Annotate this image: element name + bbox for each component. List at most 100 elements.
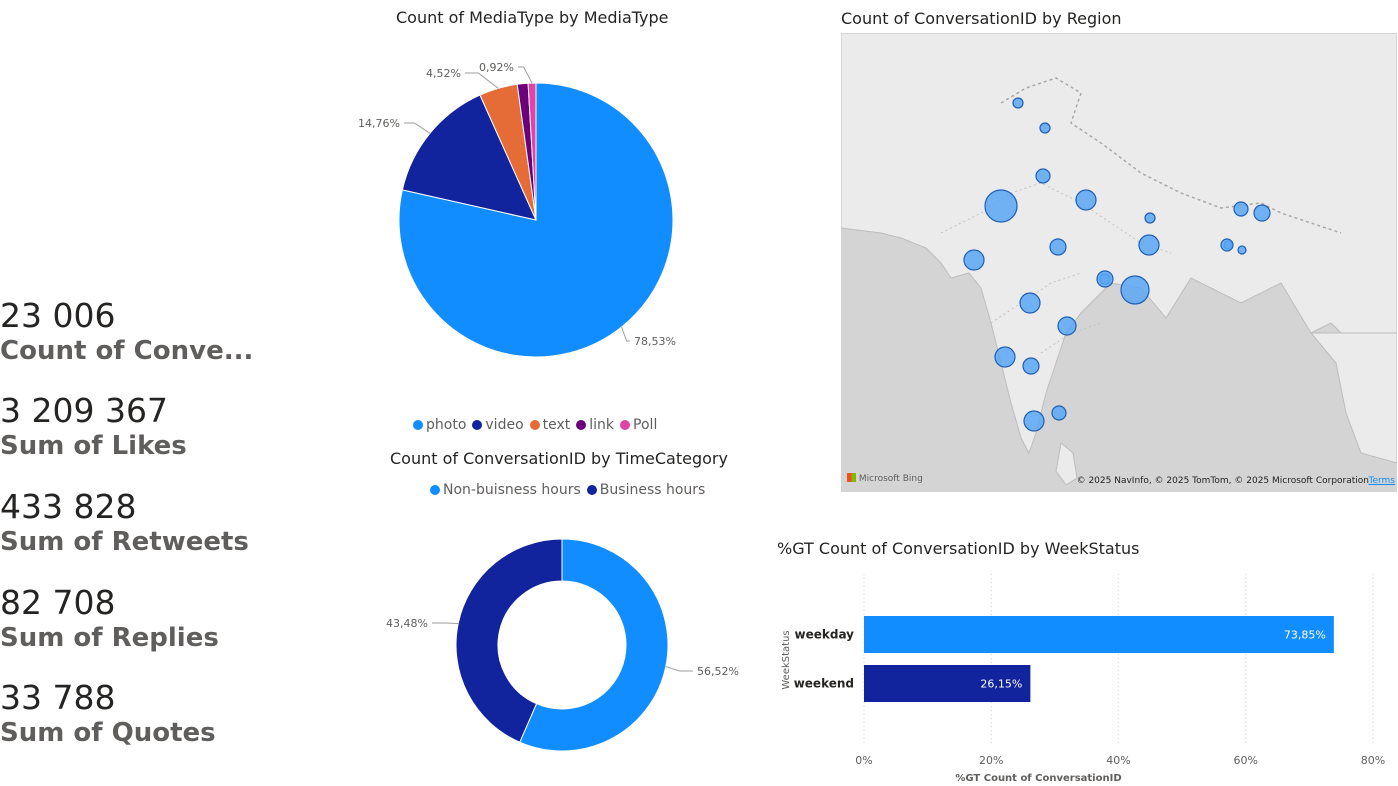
- donut-leader-line: [665, 666, 693, 672]
- x-tick-label: 20%: [979, 754, 1003, 767]
- timecategory-legend: Non-buisness hours Business hours: [430, 482, 711, 498]
- weekstatus-bar-chart[interactable]: 0% 20% 40% 60% 80% weekday 73,85% weekend 26,15%…: [777, 566, 1398, 786]
- bar-weekday[interactable]: [864, 616, 1334, 653]
- kpi-label: Sum of Retweets: [0, 527, 249, 557]
- legend-label: video: [485, 417, 524, 433]
- pie-slice-video[interactable]: [401, 94, 537, 221]
- pie-leader-line: [465, 72, 499, 89]
- bing-logo: Microsoft Bing: [847, 473, 923, 484]
- legend-item-video[interactable]: video: [472, 417, 524, 433]
- legend-dot: [472, 420, 483, 430]
- y-tick-label: weekend: [794, 677, 854, 691]
- kpi-card-retweets[interactable]: 433 828 Sum of Retweets: [0, 488, 249, 558]
- legend-item-text[interactable]: text: [529, 417, 571, 433]
- mediatype-chart-title: Count of MediaType by MediaType: [396, 8, 669, 27]
- pie-leader-line: [404, 122, 431, 134]
- timecategory-chart-title: Count of ConversationID by TimeCategory: [390, 449, 728, 468]
- region-map[interactable]: Microsoft Bing © 2025 NavInfo, © 2025 To…: [841, 33, 1397, 492]
- map-bubble[interactable]: [1233, 201, 1249, 217]
- kpi-value: 82 708: [0, 583, 116, 622]
- kpi-value: 433 828: [0, 487, 137, 526]
- weekstatus-chart-title: %GT Count of ConversationID by WeekStatu…: [777, 539, 1140, 558]
- map-bubble[interactable]: [1138, 234, 1160, 256]
- map-bubble[interactable]: [1057, 316, 1077, 336]
- windows-logo-icon: [847, 473, 856, 482]
- legend-item-link[interactable]: link: [576, 417, 614, 433]
- legend-label: text: [542, 417, 571, 433]
- donut-data-label: 43,48%: [386, 617, 428, 630]
- pie-data-label: 4,52%: [426, 67, 461, 80]
- map-bubble[interactable]: [1039, 122, 1051, 134]
- map-bubble[interactable]: [1075, 189, 1097, 211]
- legend-label: photo: [426, 417, 467, 433]
- mediatype-legend: photo video text link Poll: [413, 417, 663, 433]
- bar-data-label: 73,85%: [1284, 629, 1326, 642]
- map-bubble[interactable]: [1237, 245, 1247, 255]
- map-bubble[interactable]: [1035, 168, 1051, 184]
- kpi-label: Count of Conve...: [0, 336, 254, 366]
- donut-slice-non-business-hours[interactable]: [519, 538, 669, 752]
- legend-dot: [413, 420, 423, 430]
- map-bubble[interactable]: [1096, 270, 1114, 288]
- map-bubble[interactable]: [1019, 292, 1041, 314]
- pie-data-label: 78,53%: [634, 335, 676, 348]
- pie-leader-line: [621, 326, 630, 342]
- map-bubble[interactable]: [963, 249, 985, 271]
- legend-dot: [586, 485, 597, 495]
- legend-item-business-hours[interactable]: Business hours: [586, 482, 706, 498]
- legend-label: Poll: [633, 417, 658, 433]
- land-mass-east: [1309, 332, 1397, 464]
- map-bubble[interactable]: [1023, 410, 1045, 432]
- kpi-card-quotes[interactable]: 33 788 Sum of Quotes: [0, 679, 216, 749]
- bar-weekend[interactable]: [864, 665, 1031, 702]
- pie-data-label: 0,92%: [479, 61, 514, 74]
- pie-data-label: 14,76%: [358, 117, 400, 130]
- legend-label: Business hours: [599, 482, 706, 498]
- kpi-card-conversations[interactable]: 23 006 Count of Conve...: [0, 297, 253, 367]
- land-mass-lanka: [1055, 442, 1078, 486]
- timecategory-donut-chart[interactable]: 56,52% 43,48%: [350, 518, 770, 778]
- bing-logo-label: Microsoft Bing: [858, 474, 923, 484]
- legend-dot: [620, 420, 631, 430]
- map-bubble[interactable]: [1012, 97, 1024, 109]
- legend-item-non-business-hours[interactable]: Non-buisness hours: [430, 482, 581, 498]
- map-bubble[interactable]: [1022, 357, 1040, 375]
- kpi-card-replies[interactable]: 82 708 Sum of Replies: [0, 584, 219, 654]
- map-bubble[interactable]: [984, 189, 1018, 223]
- y-tick-label: weekday: [795, 628, 855, 642]
- map-bubble[interactable]: [1051, 405, 1067, 421]
- x-axis-title: %GT Count of ConversationID: [955, 773, 1121, 784]
- map-bubble[interactable]: [1253, 204, 1271, 222]
- donut-data-label: 56,52%: [697, 665, 739, 678]
- bar-data-label: 26,15%: [980, 678, 1022, 691]
- donut-slice-business-hours[interactable]: [455, 538, 563, 743]
- region-map-title: Count of ConversationID by Region: [841, 9, 1122, 28]
- map-bubble[interactable]: [1144, 212, 1156, 224]
- legend-item-photo[interactable]: photo: [413, 417, 466, 433]
- legend-dot: [430, 485, 440, 495]
- map-terms-link[interactable]: Terms: [1368, 476, 1395, 486]
- map-attribution: © 2025 NavInfo, © 2025 TomTom, © 2025 Mi…: [1076, 476, 1369, 486]
- legend-item-poll[interactable]: Poll: [620, 417, 657, 433]
- map-canvas[interactable]: [841, 33, 1397, 492]
- legend-label: Non-buisness hours: [443, 482, 581, 498]
- map-bubble[interactable]: [1220, 238, 1234, 252]
- region-border: [1000, 77, 1342, 234]
- map-bubble[interactable]: [994, 346, 1016, 368]
- pie-leader-line: [518, 66, 533, 84]
- legend-dot: [529, 420, 540, 430]
- kpi-card-likes[interactable]: 3 209 367 Sum of Likes: [0, 392, 187, 462]
- kpi-value: 33 788: [0, 678, 116, 717]
- x-tick-label: 60%: [1234, 754, 1258, 767]
- x-tick-label: 40%: [1106, 754, 1130, 767]
- kpi-value: 23 006: [0, 296, 116, 335]
- kpi-value: 3 209 367: [0, 391, 168, 430]
- kpi-label: Sum of Likes: [0, 431, 187, 461]
- map-bubble[interactable]: [1120, 275, 1150, 305]
- kpi-label: Sum of Replies: [0, 623, 219, 653]
- legend-label: link: [589, 417, 615, 433]
- mediatype-pie-chart[interactable]: 78,53% 14,76% 4,52% 0,92%: [330, 40, 750, 420]
- map-bubble[interactable]: [1049, 238, 1067, 256]
- legend-dot: [576, 420, 587, 430]
- x-tick-label: 0%: [855, 754, 872, 767]
